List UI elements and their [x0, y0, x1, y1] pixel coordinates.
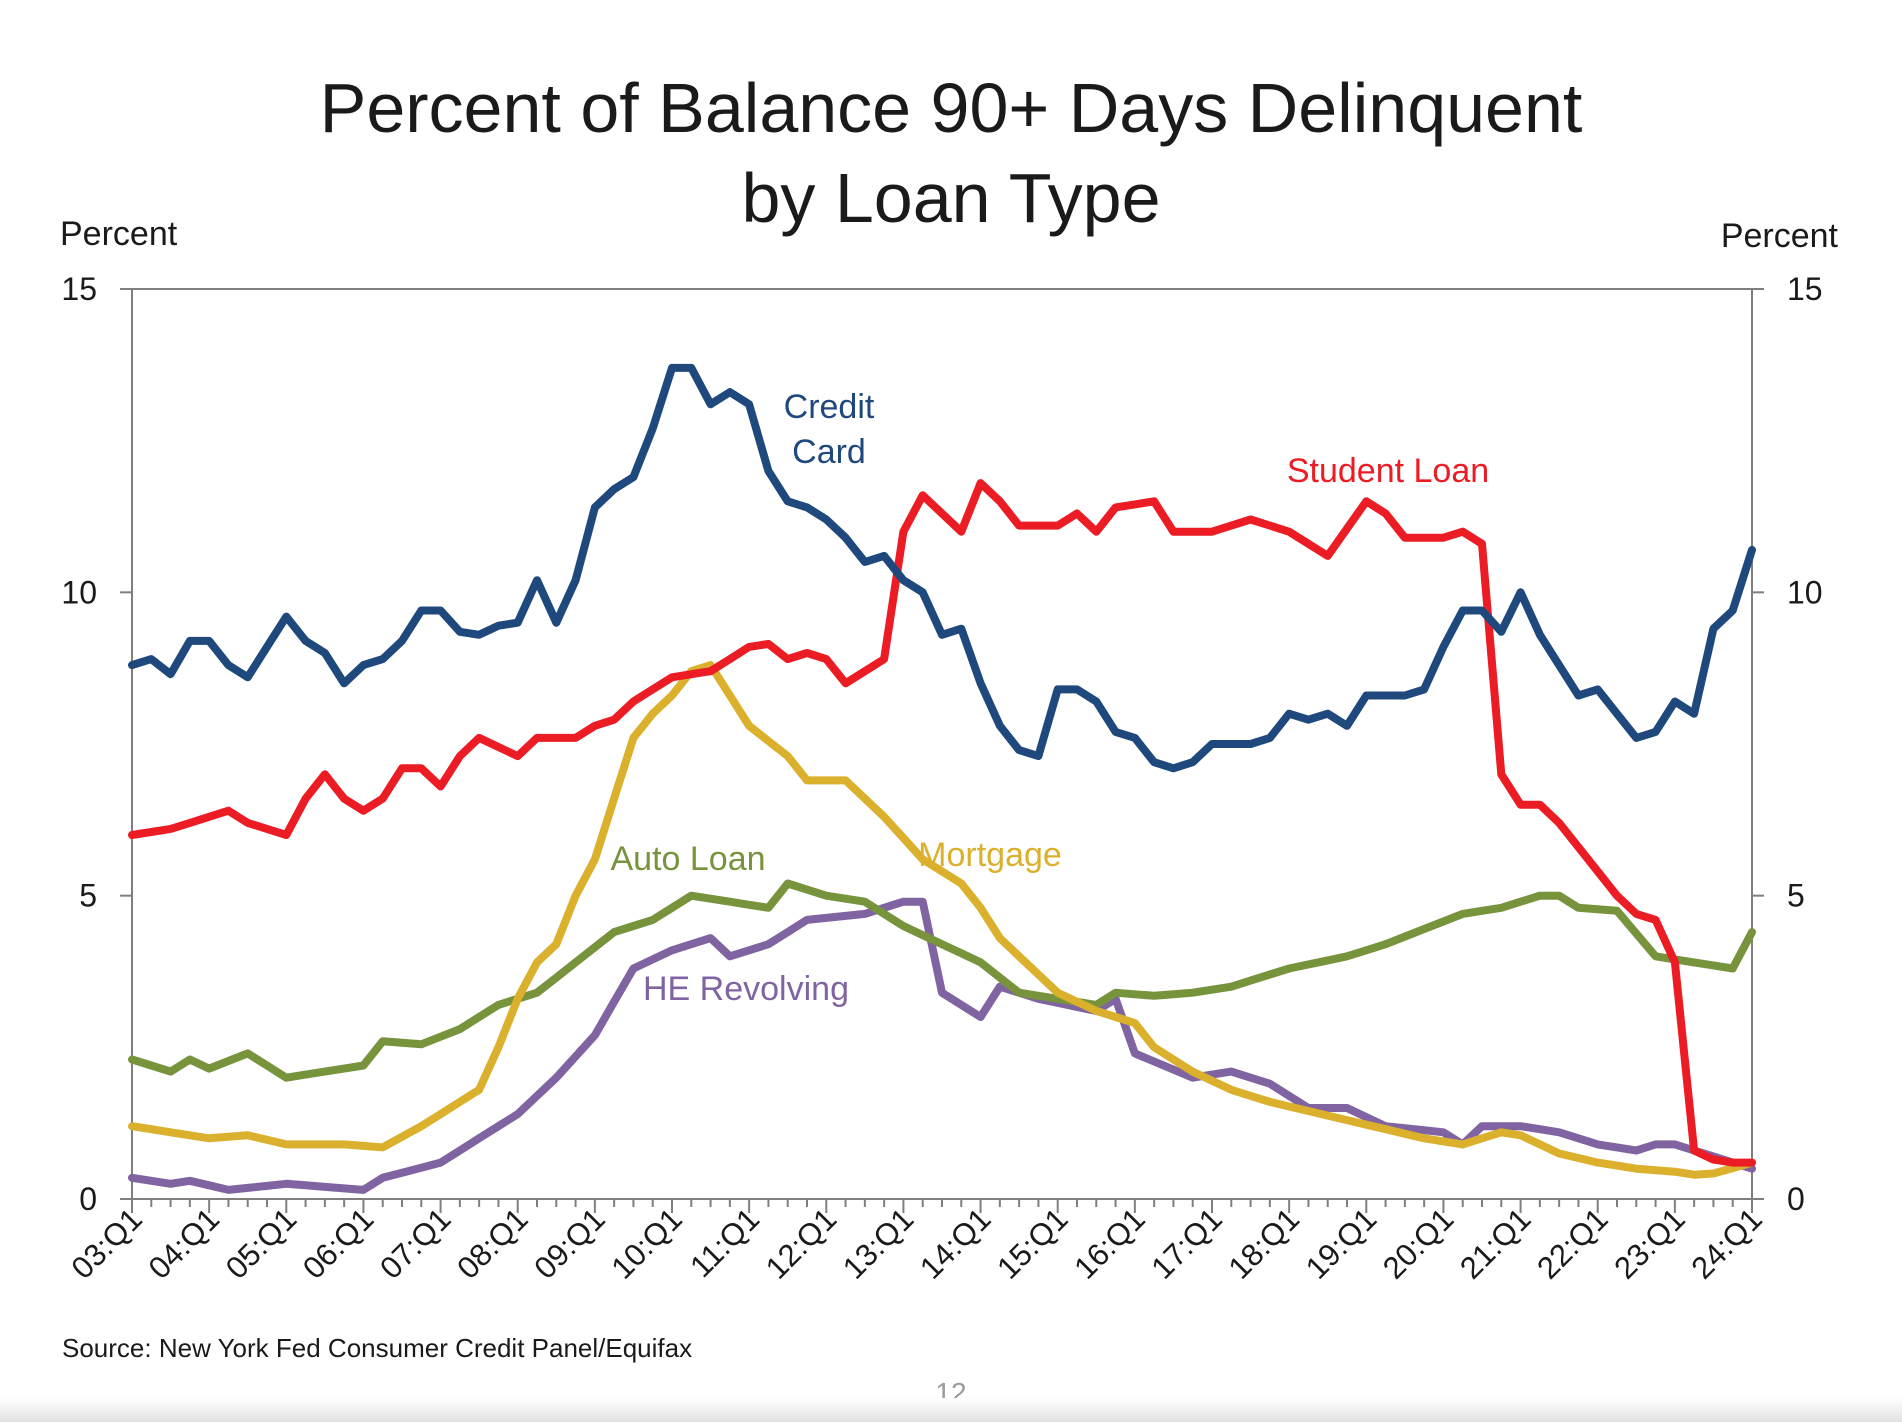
- source-note: Source: New York Fed Consumer Credit Pan…: [62, 1333, 692, 1363]
- y-tick-label-left: 15: [61, 271, 97, 307]
- x-tick-label: 10:Q1: [604, 1201, 688, 1285]
- x-tick-label: 19:Q1: [1299, 1201, 1383, 1285]
- x-tick-label: 18:Q1: [1222, 1201, 1306, 1285]
- plot-frame: [131, 288, 1753, 1200]
- x-tick-label: 06:Q1: [296, 1201, 380, 1285]
- series-annotation: Mortgage: [918, 836, 1062, 874]
- x-tick-label: 13:Q1: [836, 1201, 920, 1285]
- x-tick-label: 03:Q1: [64, 1201, 148, 1285]
- series-annotation: HE Revolving: [643, 970, 849, 1008]
- series-line-student-loan: [128, 479, 1756, 1167]
- series-line-mortgage: [128, 661, 1756, 1179]
- series-annotation: Auto Loan: [610, 840, 765, 878]
- footer-band: [0, 1398, 1902, 1422]
- series-annotation: Student Loan: [1287, 452, 1489, 490]
- x-tick-label: 08:Q1: [450, 1201, 534, 1285]
- series-line-he-revolving: [128, 897, 1756, 1194]
- chart-title: Percent of Balance 90+ Days Delinquent: [320, 69, 1583, 147]
- x-tick-label: 16:Q1: [1067, 1201, 1151, 1285]
- y-tick-label-left: 0: [79, 1181, 97, 1217]
- y-tick-label-right: 10: [1787, 574, 1823, 610]
- x-tick-label: 17:Q1: [1144, 1201, 1228, 1285]
- x-tick-label: 14:Q1: [913, 1201, 997, 1285]
- y-tick-label-right: 0: [1787, 1181, 1805, 1217]
- x-tick-label: 07:Q1: [373, 1201, 457, 1285]
- y-tick-label-right: 5: [1787, 878, 1805, 914]
- series-annotation: Card: [792, 433, 866, 471]
- x-tick-label: 12:Q1: [759, 1201, 843, 1285]
- y-tick-label-left: 5: [79, 878, 97, 914]
- x-tick-label: 20:Q1: [1376, 1201, 1460, 1285]
- x-tick-label: 23:Q1: [1607, 1201, 1691, 1285]
- series-line-credit-card: [128, 363, 1756, 773]
- x-tick-label: 11:Q1: [683, 1201, 766, 1284]
- x-tick-label: 22:Q1: [1530, 1201, 1614, 1285]
- x-tick-label: 15:Q1: [990, 1201, 1074, 1285]
- x-tick-label: 09:Q1: [527, 1201, 611, 1285]
- series-annotation: Credit: [784, 388, 875, 426]
- x-tick-label: 04:Q1: [142, 1201, 226, 1285]
- x-tick-label: 21:Q1: [1453, 1201, 1537, 1285]
- x-tick-label: 05:Q1: [219, 1201, 303, 1285]
- chart-subtitle: by Loan Type: [741, 159, 1160, 237]
- y-tick-label-right: 15: [1787, 271, 1823, 307]
- y-axis-label-left: Percent: [60, 215, 178, 253]
- x-tick-label: 24:Q1: [1684, 1201, 1768, 1285]
- series-line-auto-loan: [128, 879, 1756, 1082]
- y-tick-label-left: 10: [61, 574, 97, 610]
- y-axis-label-right: Percent: [1721, 217, 1839, 255]
